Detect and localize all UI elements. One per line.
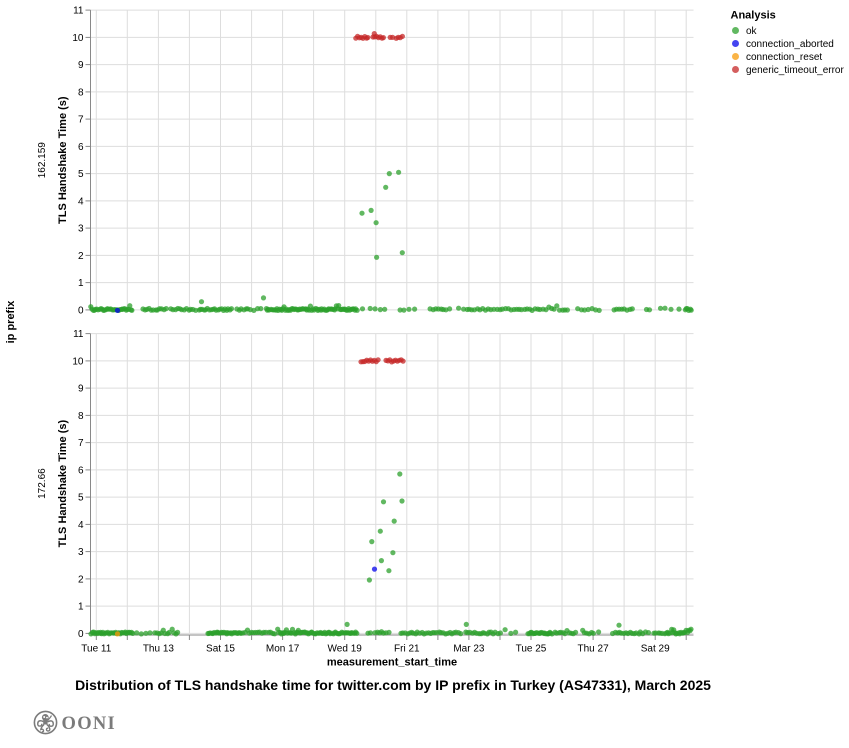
svg-text:4: 4 <box>78 520 84 531</box>
svg-text:generic_timeout_error: generic_timeout_error <box>746 65 844 76</box>
svg-text:5: 5 <box>78 493 84 504</box>
svg-text:Thu 27: Thu 27 <box>578 644 610 655</box>
svg-text:6: 6 <box>78 142 84 153</box>
svg-text:ok: ok <box>746 26 758 37</box>
svg-text:7: 7 <box>78 438 84 449</box>
svg-text:4: 4 <box>78 196 84 207</box>
svg-text:Sat 15: Sat 15 <box>206 644 235 655</box>
svg-text:Tue 11: Tue 11 <box>81 644 111 655</box>
svg-text:172.66: 172.66 <box>37 468 48 499</box>
svg-text:Mar 23: Mar 23 <box>453 644 485 655</box>
svg-text:Fri 21: Fri 21 <box>394 644 420 655</box>
svg-text:ip prefix: ip prefix <box>5 300 17 344</box>
svg-text:162.159: 162.159 <box>37 142 48 179</box>
svg-text:9: 9 <box>78 384 84 395</box>
svg-text:6: 6 <box>78 465 84 476</box>
svg-text:OONI: OONI <box>62 714 117 734</box>
svg-text:TLS Handshake Time (s): TLS Handshake Time (s) <box>57 419 69 547</box>
svg-text:0: 0 <box>78 629 84 640</box>
svg-text:3: 3 <box>78 547 84 558</box>
svg-text:7: 7 <box>78 115 84 126</box>
svg-text:8: 8 <box>78 411 84 422</box>
svg-text:2: 2 <box>78 574 84 585</box>
svg-text:Distribution of TLS handshake: Distribution of TLS handshake time for t… <box>75 677 711 693</box>
svg-text:0: 0 <box>78 305 84 316</box>
svg-text:11: 11 <box>73 6 84 17</box>
svg-text:8: 8 <box>78 87 84 98</box>
svg-text:1: 1 <box>78 278 84 289</box>
svg-text:Tue 25: Tue 25 <box>516 644 547 655</box>
svg-text:Analysis: Analysis <box>731 10 776 22</box>
svg-text:connection_reset: connection_reset <box>746 52 822 63</box>
svg-text:5: 5 <box>78 169 84 180</box>
svg-text:11: 11 <box>73 329 84 340</box>
svg-text:10: 10 <box>72 356 84 367</box>
svg-text:10: 10 <box>72 33 84 44</box>
svg-text:3: 3 <box>78 224 84 235</box>
svg-text:2: 2 <box>78 251 84 262</box>
svg-text:measurement_start_time: measurement_start_time <box>327 657 457 669</box>
svg-text:Wed 19: Wed 19 <box>328 644 363 655</box>
svg-text:9: 9 <box>78 60 84 71</box>
svg-text:Thu 13: Thu 13 <box>143 644 175 655</box>
svg-text:TLS Handshake Time (s): TLS Handshake Time (s) <box>57 96 69 224</box>
svg-text:Sat 29: Sat 29 <box>641 644 670 655</box>
svg-text:1: 1 <box>78 602 84 613</box>
svg-text:Mon 17: Mon 17 <box>266 644 300 655</box>
svg-text:connection_aborted: connection_aborted <box>746 39 834 50</box>
